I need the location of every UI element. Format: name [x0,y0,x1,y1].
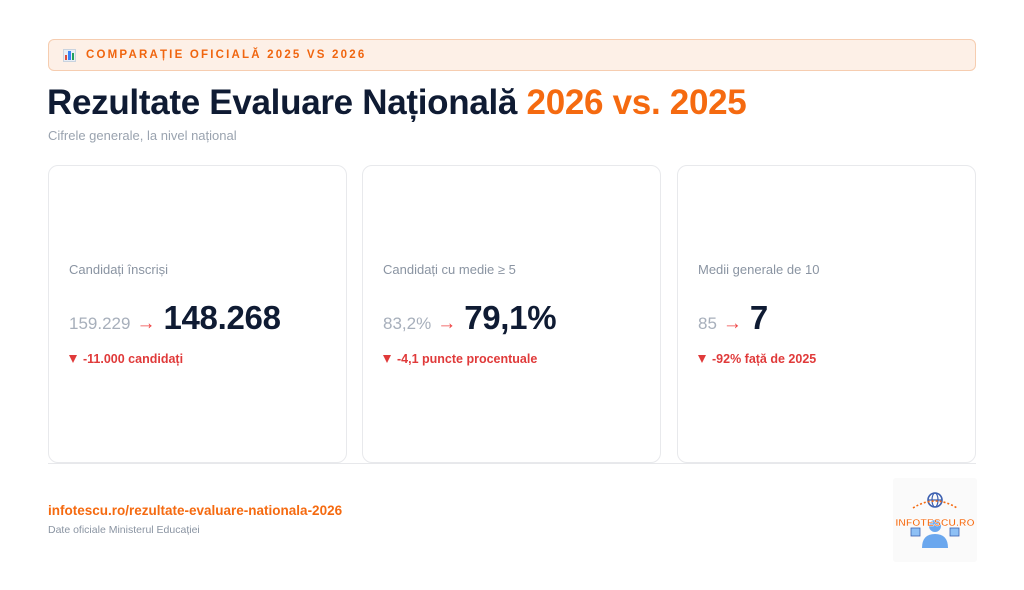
globe-student-icon: INFOTESCU.RO [893,478,977,562]
source-note: Date oficiale Ministerul Educației [48,524,200,536]
infotescu-logo: INFOTESCU.RO [893,478,977,562]
new-value: 148.268 [163,299,281,336]
delta-value: -92% față de 2025 [712,352,817,366]
stat-values: 83,2% → 79,1% [383,299,557,337]
arrow-right-icon: → [437,313,457,334]
stat-label: Candidați cu medie ≥ 5 [383,262,516,277]
delta-value: -4,1 puncte procentuale [397,352,538,366]
comparison-badge: COMPARAȚIE OFICIALĂ 2025 VS 2026 [48,39,976,71]
triangle-down-icon [698,355,706,363]
stat-values: 85 → 7 [698,299,768,337]
badge-text: COMPARAȚIE OFICIALĂ 2025 VS 2026 [86,49,367,61]
stat-card-pass-rate: Candidați cu medie ≥ 5 83,2% → 79,1% -4,… [362,165,661,463]
arrow-right-icon: → [136,313,156,334]
source-link[interactable]: infotescu.ro/rezultate-evaluare-national… [48,503,343,518]
logo-text: INFOTESCU.RO [895,517,974,529]
stat-card-perfect-scores: Medii generale de 10 85 → 7 -92% față de… [677,165,976,463]
old-value: 159.229 [69,314,131,333]
delta-value: -11.000 candidați [83,352,184,366]
new-value: 79,1% [464,299,557,336]
title-accent: 2026 vs. 2025 [526,83,747,122]
page-title: Rezultate Evaluare Națională 2026 vs. 20… [47,83,747,123]
stat-values: 159.229 → 148.268 [69,299,281,337]
old-value: 83,2% [383,314,432,333]
triangle-down-icon [383,355,391,363]
page-subtitle: Cifrele generale, la nivel național [48,128,237,143]
stat-card-candidates: Candidați înscriși 159.229 → 148.268 -11… [48,165,347,463]
arrow-right-icon: → [722,313,742,334]
stat-label: Candidați înscriși [69,262,168,277]
delta-text: -92% față de 2025 [698,352,816,366]
delta-text: -4,1 puncte procentuale [383,352,537,366]
divider [48,463,976,464]
old-value: 85 [698,314,717,333]
bar-chart-icon [63,48,76,62]
stat-label: Medii generale de 10 [698,262,820,277]
title-main: Rezultate Evaluare Națională [47,83,527,122]
new-value: 7 [749,299,768,336]
delta-text: -11.000 candidați [69,352,183,366]
triangle-down-icon [69,355,77,363]
